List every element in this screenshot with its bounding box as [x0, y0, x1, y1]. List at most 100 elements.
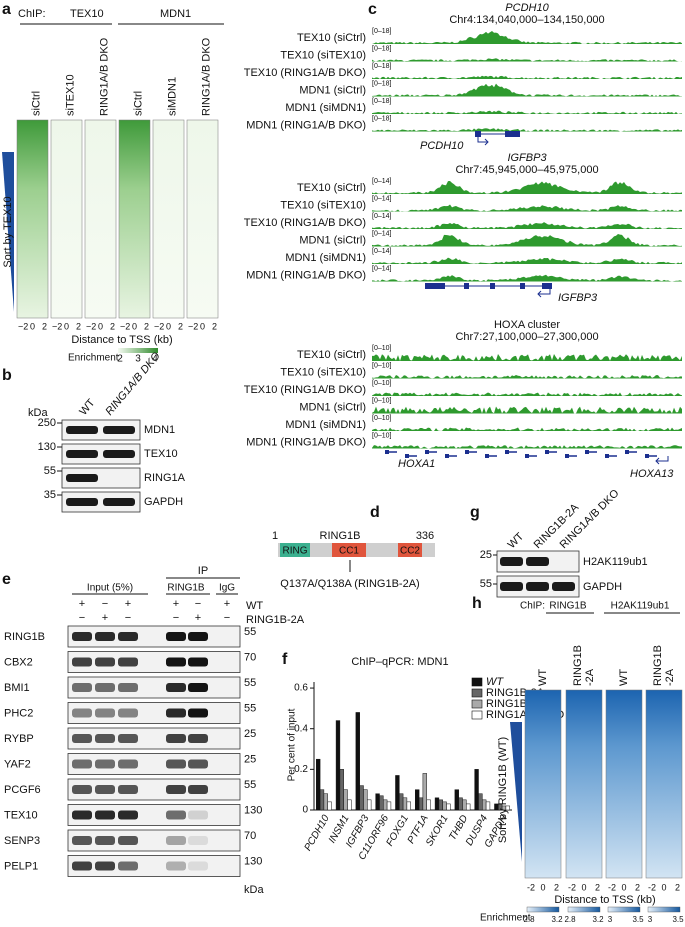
track-scale: [0–10]: [372, 397, 392, 404]
band: [95, 785, 115, 794]
bar: [458, 797, 463, 811]
heatmap: [50, 119, 83, 319]
sign: +: [173, 598, 179, 610]
blot: [67, 676, 241, 699]
group-label: RING1B: [167, 583, 205, 594]
blot: [61, 443, 141, 465]
band: [166, 759, 186, 769]
band: [500, 557, 523, 566]
tick-label: −2: [52, 321, 62, 331]
signal-track: [372, 83, 682, 97]
track-label: TEX10 (RING1A/B DKO): [244, 67, 366, 79]
heatmap: [565, 689, 603, 879]
band: [188, 759, 208, 769]
band: [95, 632, 115, 641]
blot: [61, 467, 141, 489]
heatmap: [605, 689, 643, 879]
locus-title: HOXA cluster: [494, 319, 560, 331]
signal-track: [372, 406, 682, 414]
bar: [454, 789, 459, 811]
track-label: TEX10 (RING1A/B DKO): [244, 217, 366, 229]
column-label: siCtrl: [132, 91, 144, 116]
group-label: MDN1: [160, 8, 191, 20]
sign: +: [125, 598, 131, 610]
legend-tick: 3: [608, 915, 613, 924]
column-label: siMDN1: [166, 77, 178, 116]
kda-label: kDa: [28, 407, 48, 419]
track-scale: [0–14]: [372, 248, 392, 255]
track-scale: [0–14]: [372, 230, 392, 237]
band: [526, 557, 549, 566]
track-scale: [0–10]: [372, 380, 392, 387]
column-label: WT: [537, 669, 549, 686]
bar: [415, 789, 420, 811]
legend-swatch: [471, 677, 483, 687]
tick-label: 2: [144, 321, 149, 331]
bar: [406, 801, 411, 811]
signal-track: [372, 110, 682, 114]
track-label: MDN1 (siMDN1): [285, 419, 366, 431]
bar: [327, 801, 332, 811]
track-scale: [0–18]: [372, 28, 392, 35]
tick-label: −2: [154, 321, 164, 331]
heatmap: [118, 119, 151, 319]
domain: [398, 543, 422, 557]
track-label: TEX10 (RING1A/B DKO): [244, 384, 366, 396]
tick-label: −2: [120, 321, 130, 331]
gene-label: HOXA13: [630, 468, 674, 480]
track-scale: [0–10]: [372, 432, 392, 439]
exon: [520, 283, 525, 289]
group-label: IP: [198, 565, 208, 577]
band: [72, 708, 92, 718]
exon: [525, 454, 529, 458]
legend-tick: 2: [117, 354, 123, 365]
sign: +: [102, 612, 108, 624]
band: [188, 785, 208, 794]
legend-gradient: [567, 906, 601, 913]
exon: [565, 454, 569, 458]
band: [95, 810, 115, 820]
group-label: Input (5%): [87, 583, 133, 594]
band: [188, 734, 208, 743]
track-label: MDN1 (RING1A/B DKO): [246, 119, 366, 131]
track-scale: [0–10]: [372, 362, 392, 369]
legend-title: Enrichment: [480, 913, 531, 924]
domain-label: CC1: [339, 546, 359, 557]
signal-track: [372, 128, 682, 132]
band: [103, 498, 135, 506]
bar: [474, 769, 479, 811]
band: [166, 861, 186, 871]
legend-tick: 3.2: [551, 915, 563, 924]
protein-label: TEX10: [144, 448, 178, 460]
tick-label: 0: [540, 882, 545, 892]
tick-label: −2: [86, 321, 96, 331]
domain: [280, 543, 310, 557]
band: [72, 810, 92, 820]
tick-label: -2: [527, 882, 535, 892]
bar: [359, 785, 364, 811]
marker: 70: [244, 830, 256, 842]
band: [188, 861, 208, 871]
tick-label: -2: [568, 882, 576, 892]
protein-label: CBX2: [4, 656, 33, 668]
bar: [399, 793, 404, 811]
exon: [445, 454, 449, 458]
panel-label: h: [472, 595, 482, 612]
legend-gradient: [118, 348, 158, 353]
exon: [490, 283, 495, 289]
protein-label: RING1B: [4, 631, 45, 643]
exon: [425, 450, 429, 454]
tick-label: 0: [166, 321, 171, 331]
track-scale: [0–14]: [372, 178, 392, 185]
bar: [375, 793, 380, 811]
bar: [402, 797, 408, 811]
marker: 130: [244, 855, 262, 867]
domain: [332, 543, 366, 557]
panel-label: d: [370, 504, 380, 521]
track-label: MDN1 (RING1A/B DKO): [246, 269, 366, 281]
marker: 130: [38, 441, 56, 453]
signal-track: [372, 445, 682, 449]
band: [166, 734, 186, 743]
lane-label: WT: [506, 530, 527, 551]
band: [72, 683, 92, 692]
